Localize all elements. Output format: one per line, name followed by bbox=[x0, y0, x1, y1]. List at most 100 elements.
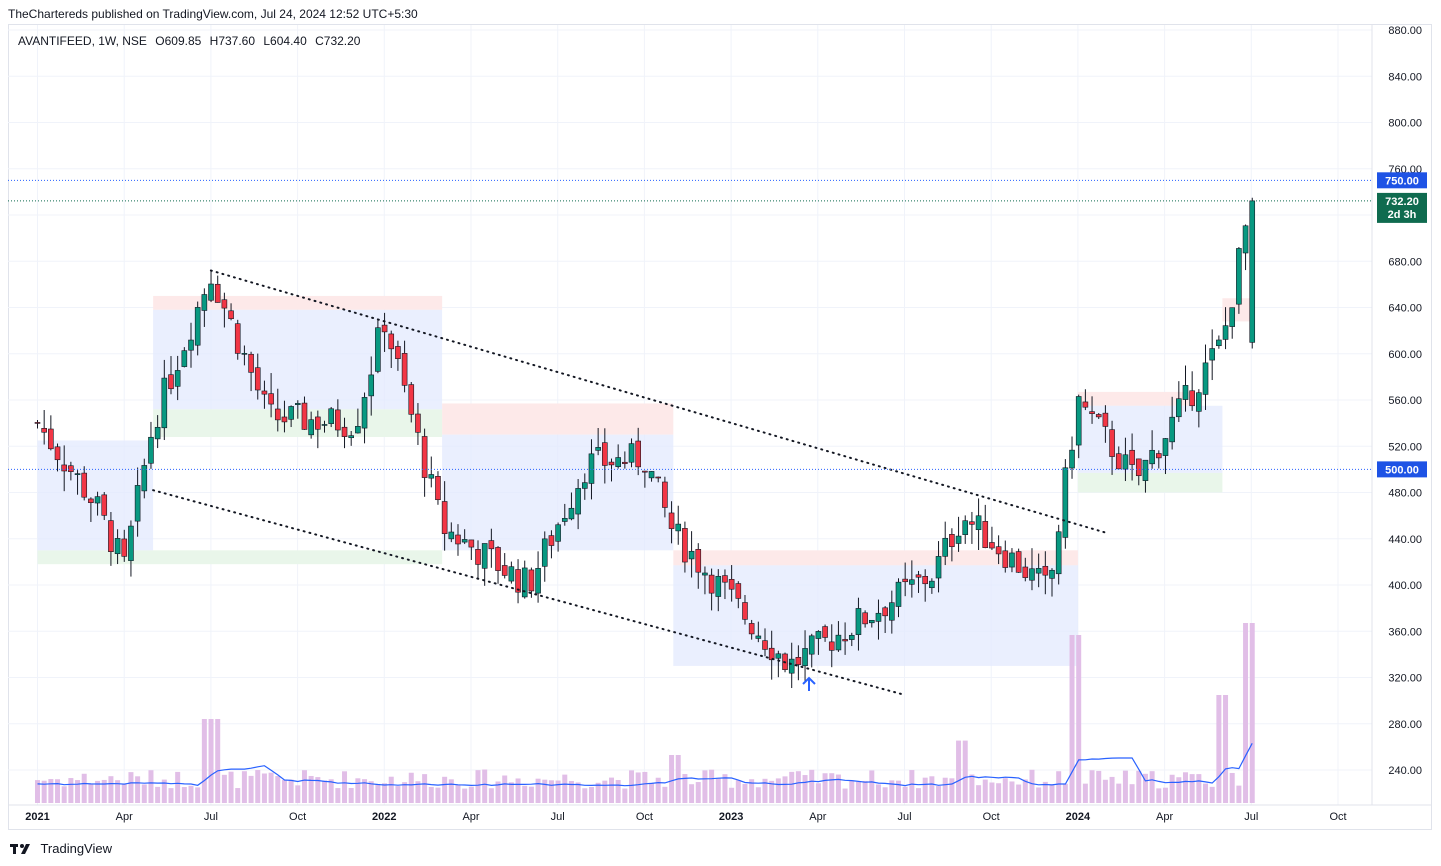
candle bbox=[675, 523, 682, 532]
volume-bar bbox=[562, 774, 568, 803]
candle bbox=[174, 370, 181, 387]
volume-bar bbox=[622, 788, 628, 803]
trendline[interactable] bbox=[209, 269, 1108, 534]
trendline[interactable] bbox=[152, 489, 906, 696]
candle bbox=[989, 542, 995, 549]
candle bbox=[995, 546, 1002, 555]
volume-bar bbox=[121, 784, 127, 803]
volume-bar bbox=[1042, 781, 1048, 803]
volume-bar bbox=[762, 778, 768, 803]
volume-bar bbox=[1162, 787, 1168, 803]
volume-bar bbox=[822, 773, 828, 803]
candle bbox=[1122, 454, 1129, 470]
candle bbox=[335, 409, 341, 431]
candle bbox=[315, 416, 321, 430]
candle bbox=[521, 567, 528, 598]
candle bbox=[668, 512, 675, 529]
candle bbox=[588, 453, 595, 484]
volume-bar bbox=[1169, 774, 1175, 803]
volume-bar bbox=[362, 779, 368, 803]
price-tick-label: 440.00 bbox=[1388, 534, 1422, 546]
volume-bar bbox=[802, 775, 808, 803]
volume-bar bbox=[1116, 783, 1122, 803]
time-tick-label: Apr bbox=[116, 811, 133, 823]
volume-bar bbox=[568, 780, 574, 803]
volume-bar bbox=[41, 780, 47, 803]
volume-bar bbox=[1243, 623, 1249, 803]
volume-bar bbox=[615, 780, 621, 803]
candle bbox=[548, 535, 555, 546]
candle bbox=[154, 426, 161, 440]
volume-bar bbox=[642, 771, 648, 803]
volume-bar bbox=[1156, 788, 1162, 803]
volume-bar bbox=[375, 784, 381, 803]
candle bbox=[1162, 438, 1169, 456]
candle bbox=[1069, 449, 1075, 469]
chart-frame[interactable] bbox=[8, 24, 1432, 830]
candle bbox=[1082, 401, 1089, 408]
supply-zone bbox=[442, 403, 674, 435]
volume-bar bbox=[962, 740, 968, 803]
volume-bar bbox=[996, 783, 1002, 803]
volume-bar bbox=[415, 781, 421, 803]
ohlc-open: O609.85 bbox=[155, 34, 202, 48]
candle bbox=[1042, 565, 1049, 576]
time-tick-label: Jul bbox=[551, 811, 565, 823]
volume-bar bbox=[281, 780, 287, 803]
volume-bar bbox=[255, 770, 261, 803]
candle bbox=[48, 428, 54, 450]
price-tick-label: 280.00 bbox=[1388, 719, 1422, 731]
candle bbox=[581, 482, 588, 489]
volume-bar bbox=[1022, 779, 1028, 803]
supply-zone bbox=[673, 550, 1078, 566]
candle bbox=[201, 294, 208, 311]
candle bbox=[862, 612, 868, 625]
candle bbox=[1196, 392, 1202, 412]
time-tick-label: Oct bbox=[289, 811, 306, 823]
volume-bar bbox=[982, 779, 988, 803]
candle bbox=[501, 565, 508, 576]
candle bbox=[935, 556, 942, 579]
candle bbox=[842, 639, 848, 642]
candle bbox=[1229, 307, 1236, 327]
volume-bar bbox=[248, 775, 254, 803]
volume-bar bbox=[1236, 785, 1242, 803]
candle bbox=[81, 472, 88, 498]
volume-bar bbox=[168, 788, 174, 803]
candle bbox=[902, 578, 908, 583]
candle bbox=[108, 520, 114, 552]
volume-bar bbox=[161, 779, 167, 803]
volume-bar bbox=[1056, 771, 1062, 803]
volume-bar bbox=[916, 788, 922, 803]
volume-bar bbox=[115, 780, 121, 803]
time-tick-label: 2021 bbox=[25, 811, 49, 823]
volume-bar bbox=[288, 779, 294, 803]
candle bbox=[1022, 566, 1029, 578]
candle bbox=[655, 476, 662, 479]
volume-bar bbox=[1082, 783, 1088, 803]
svg-text:750.00: 750.00 bbox=[1385, 175, 1419, 187]
time-tick-label: Oct bbox=[983, 811, 1000, 823]
candle bbox=[848, 634, 855, 640]
volume-bar bbox=[195, 787, 201, 803]
volume-bar bbox=[929, 776, 935, 803]
candle bbox=[695, 549, 702, 573]
volume-bar bbox=[402, 782, 408, 803]
candle bbox=[1035, 568, 1042, 574]
volume-bar bbox=[555, 780, 561, 803]
candle bbox=[401, 353, 408, 386]
candle bbox=[281, 416, 288, 423]
volume-bar bbox=[1182, 772, 1188, 803]
volume-bar bbox=[295, 785, 301, 803]
volume-bar bbox=[895, 780, 901, 803]
candle bbox=[435, 476, 441, 501]
candle bbox=[241, 353, 248, 355]
volume-bar bbox=[395, 786, 401, 803]
price-tick-label: 560.00 bbox=[1388, 395, 1422, 407]
volume-bar bbox=[188, 785, 194, 803]
volume-bar bbox=[1176, 777, 1182, 803]
volume-bar bbox=[749, 779, 755, 803]
volume-bar bbox=[635, 772, 641, 803]
volume-bar bbox=[428, 786, 434, 803]
